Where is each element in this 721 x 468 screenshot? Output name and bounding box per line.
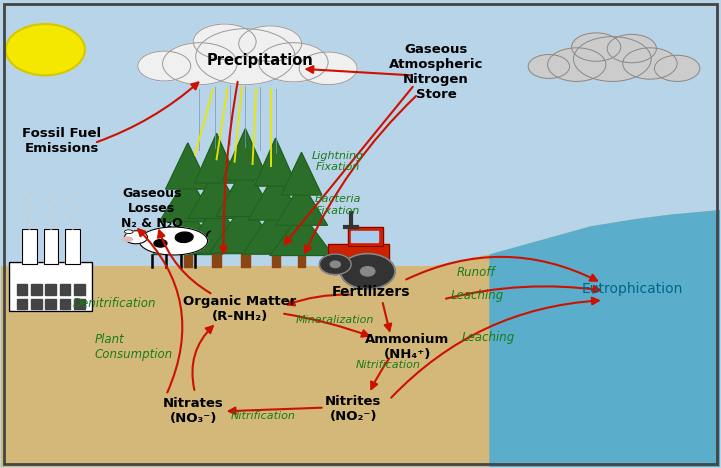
Ellipse shape [195, 29, 295, 85]
Polygon shape [216, 165, 275, 217]
Bar [60, 300, 71, 309]
Polygon shape [188, 168, 245, 218]
Bar [9, 262, 92, 311]
Ellipse shape [193, 24, 256, 59]
Ellipse shape [125, 231, 148, 244]
Ellipse shape [623, 48, 677, 79]
Text: Plant
Consumption: Plant Consumption [94, 333, 172, 361]
Circle shape [340, 254, 395, 289]
Polygon shape [270, 213, 333, 256]
Text: Mineralization: Mineralization [296, 315, 374, 325]
Polygon shape [255, 138, 297, 186]
Ellipse shape [573, 37, 651, 81]
Circle shape [330, 261, 340, 268]
Bar [9, 262, 92, 311]
Bar [45, 285, 56, 295]
Bar [44, 229, 58, 264]
Bar [66, 229, 80, 264]
Bar [348, 227, 383, 246]
Polygon shape [1, 211, 720, 468]
Text: Nitrates
(NO₃⁻): Nitrates (NO₃⁻) [163, 397, 224, 425]
Text: Ammonium
(NH₄⁺): Ammonium (NH₄⁺) [365, 333, 449, 361]
Ellipse shape [572, 33, 621, 61]
Text: Nitrites
(NO₂⁻): Nitrites (NO₂⁻) [325, 395, 381, 423]
Ellipse shape [299, 52, 357, 85]
Bar [17, 300, 27, 309]
Polygon shape [166, 143, 210, 189]
Bar [74, 285, 85, 295]
Bar [31, 285, 42, 295]
Text: Denitrification: Denitrification [73, 298, 156, 310]
Bar [60, 285, 71, 295]
Text: Runoff: Runoff [456, 266, 495, 279]
Polygon shape [249, 172, 303, 220]
Ellipse shape [125, 230, 133, 234]
Bar [348, 227, 383, 246]
Bar [17, 285, 27, 295]
Text: Nitrification: Nitrification [356, 359, 421, 370]
Ellipse shape [547, 48, 606, 81]
Ellipse shape [239, 26, 301, 61]
Bar [31, 300, 42, 309]
Polygon shape [154, 208, 222, 255]
Bar [74, 300, 85, 309]
Ellipse shape [154, 240, 167, 247]
Ellipse shape [259, 43, 328, 82]
Polygon shape [213, 254, 221, 267]
Polygon shape [275, 183, 327, 225]
Text: Leaching: Leaching [451, 289, 504, 302]
Text: Fossil Fuel
Emissions: Fossil Fuel Emissions [22, 127, 102, 155]
Ellipse shape [528, 55, 570, 79]
Ellipse shape [607, 34, 656, 63]
Ellipse shape [139, 227, 208, 255]
Polygon shape [209, 202, 281, 253]
Ellipse shape [163, 43, 237, 85]
Text: Eutrophication: Eutrophication [582, 282, 684, 296]
Bar [328, 244, 389, 262]
Polygon shape [272, 254, 280, 267]
Polygon shape [242, 206, 309, 254]
Polygon shape [281, 153, 322, 195]
Polygon shape [184, 255, 192, 267]
Polygon shape [490, 211, 720, 468]
Ellipse shape [123, 237, 133, 241]
Text: Fertilizers: Fertilizers [332, 285, 410, 300]
Polygon shape [222, 129, 268, 180]
Polygon shape [195, 133, 239, 183]
Ellipse shape [175, 232, 193, 242]
Text: Gaseous
Atmospheric
Nitrogen
Store: Gaseous Atmospheric Nitrogen Store [389, 43, 483, 101]
Ellipse shape [138, 51, 191, 81]
Polygon shape [159, 176, 216, 222]
Text: Precipitation: Precipitation [206, 53, 313, 68]
Bar [22, 229, 37, 264]
Polygon shape [241, 253, 249, 267]
Bar [22, 229, 37, 264]
Polygon shape [298, 256, 305, 267]
Bar [45, 300, 56, 309]
Bar [66, 229, 80, 264]
Bar [328, 244, 389, 262]
Text: Nitrification: Nitrification [231, 411, 296, 421]
Ellipse shape [655, 55, 700, 81]
Circle shape [360, 267, 375, 276]
Text: Gaseous
Losses
N₂ & N₂O: Gaseous Losses N₂ & N₂O [121, 187, 182, 230]
Bar [351, 231, 379, 242]
Text: Leaching: Leaching [462, 331, 516, 344]
Polygon shape [182, 204, 251, 254]
Circle shape [319, 254, 351, 275]
Text: Bacteria
Fixation: Bacteria Fixation [314, 194, 360, 216]
Text: Lightning
Fixation: Lightning Fixation [311, 151, 363, 173]
Text: Organic Matter
(R-NH₂): Organic Matter (R-NH₂) [183, 295, 296, 322]
Circle shape [6, 24, 85, 75]
Bar [44, 229, 58, 264]
